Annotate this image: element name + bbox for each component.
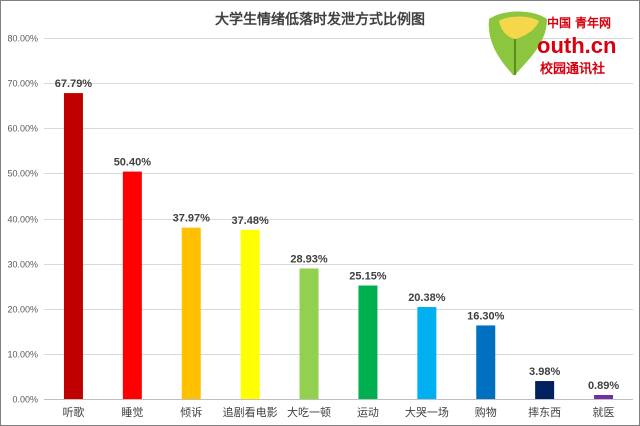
- bar: [476, 325, 496, 399]
- bar: [594, 394, 614, 399]
- data-label: 37.48%: [231, 215, 269, 227]
- data-label: 50.40%: [114, 157, 152, 169]
- logo-qingnianwang: 青年网: [575, 15, 611, 30]
- ginkgo-leaf-icon: [488, 11, 547, 75]
- data-label: 37.97%: [173, 213, 211, 225]
- x-tick-label: 听歌: [62, 405, 84, 419]
- bar: [122, 171, 142, 399]
- x-tick-label: 大吃一顿: [287, 405, 331, 419]
- chart-title: 大学生情绪低落时发泄方式比例图: [215, 11, 425, 28]
- gridlines: [44, 38, 633, 400]
- y-tick-label: 70.00%: [7, 79, 38, 89]
- bars: [63, 93, 614, 399]
- y-tick-label: 30.00%: [7, 260, 38, 270]
- data-label: 0.89%: [588, 380, 619, 392]
- x-tick-label: 睡觉: [121, 406, 143, 419]
- x-tick-label: 大哭一场: [405, 405, 449, 419]
- x-tick-label: 就医: [593, 405, 615, 419]
- data-label: 28.93%: [290, 253, 328, 265]
- logo-domain: outh.cn: [537, 33, 616, 58]
- y-tick-label: 40.00%: [7, 215, 38, 225]
- x-tick-label: 运动: [357, 406, 379, 419]
- data-label: 3.98%: [529, 366, 560, 378]
- data-labels: 67.79% 50.40% 37.97% 37.48% 28.93% 25.15% 20.3…: [55, 78, 620, 392]
- y-tick-label: 80.00%: [7, 34, 38, 44]
- youth-cn-logo: 中国 青年网 outh.cn 校园通讯社: [488, 11, 616, 77]
- y-tick-label: 60.00%: [7, 124, 38, 134]
- logo-zhongguo: 中国: [547, 15, 571, 30]
- x-tick-label: 倾诉: [180, 406, 202, 419]
- bar: [299, 268, 319, 399]
- x-tick-label: 购物: [475, 405, 497, 419]
- bar: [535, 381, 555, 399]
- y-tick-label: 20.00%: [7, 305, 38, 315]
- data-label: 16.30%: [467, 310, 505, 322]
- y-axis-ticks: 0.00% 10.00% 20.00% 30.00% 40.00% 50.00% 60.00…: [7, 34, 38, 405]
- y-tick-label: 10.00%: [7, 350, 38, 360]
- y-tick-label: 50.00%: [7, 169, 38, 179]
- bar: [181, 227, 201, 399]
- bar: [240, 229, 260, 399]
- bar: [417, 307, 437, 399]
- bar: [63, 93, 83, 399]
- x-axis-ticks: 听歌 睡觉 倾诉 追剧看电影 大吃一顿 运动 大哭一场 购物 摔东西 就医: [62, 405, 614, 419]
- logo-campus-agency: 校园通讯社: [540, 61, 605, 77]
- x-tick-label: 摔东西: [528, 405, 561, 419]
- bar: [358, 285, 378, 399]
- data-label: 67.79%: [55, 78, 93, 90]
- y-tick-label: 0.00%: [12, 395, 38, 405]
- data-label: 25.15%: [349, 271, 387, 283]
- data-label: 20.38%: [408, 292, 446, 304]
- x-tick-label: 追剧看电影: [223, 405, 278, 419]
